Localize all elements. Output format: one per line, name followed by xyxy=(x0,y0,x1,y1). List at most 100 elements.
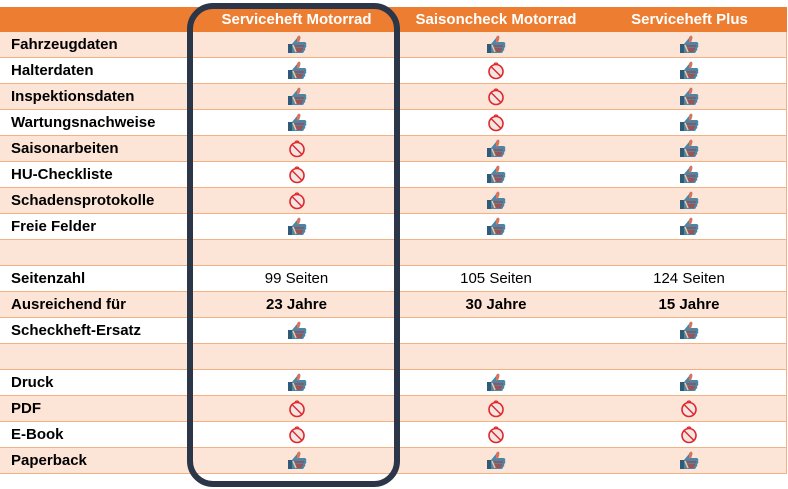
cell-value: 99 Seiten xyxy=(264,270,329,287)
no-icon xyxy=(681,399,697,417)
table-row: E-Book xyxy=(0,422,787,448)
thumbs-up-icon xyxy=(487,217,506,235)
thumbs-up-icon xyxy=(680,139,699,157)
thumbs-up-icon xyxy=(680,61,699,79)
no-icon xyxy=(288,399,305,417)
cell-serviceheft-plus xyxy=(592,240,787,265)
table-row xyxy=(0,240,787,266)
no-icon xyxy=(288,425,305,443)
row-label: Inspektionsdaten xyxy=(11,88,135,105)
thumbs-up-icon xyxy=(287,217,306,235)
cell-value: 30 Jahre xyxy=(465,296,527,313)
cell-serviceheft-plus: 15 Jahre xyxy=(592,292,787,317)
row-label: E-Book xyxy=(11,426,64,443)
cell-serviceheft-motorrad xyxy=(193,162,400,187)
no-icon xyxy=(681,425,697,443)
table-row xyxy=(0,344,787,370)
cell-saisoncheck-motorrad xyxy=(400,344,592,369)
thumbs-up-icon xyxy=(287,113,306,131)
header-cell-serviceheft-plus: Serviceheft Plus xyxy=(631,11,748,28)
cell-saisoncheck-motorrad: 105 Seiten xyxy=(400,266,592,291)
cell-saisoncheck-motorrad xyxy=(400,136,592,161)
row-label: Freie Felder xyxy=(11,218,97,235)
cell-value: 23 Jahre xyxy=(266,296,327,313)
row-label xyxy=(0,344,193,369)
table-row: Wartungsnachweise xyxy=(0,110,787,136)
cell-serviceheft-motorrad xyxy=(193,448,400,473)
cell-serviceheft-motorrad xyxy=(193,214,400,239)
thumbs-up-icon xyxy=(680,113,699,131)
thumbs-up-icon xyxy=(487,35,506,53)
table-row: Freie Felder xyxy=(0,214,787,240)
cell-saisoncheck-motorrad xyxy=(400,162,592,187)
cell-serviceheft-motorrad xyxy=(193,188,400,213)
table-row: Seitenzahl 99 Seiten 105 Seiten 124 Seiten xyxy=(0,266,787,292)
cell-saisoncheck-motorrad xyxy=(400,370,592,395)
table-row: Saisonarbeiten xyxy=(0,136,787,162)
row-label: Paperback xyxy=(11,452,87,469)
thumbs-up-icon xyxy=(487,451,506,469)
cell-serviceheft-plus xyxy=(592,162,787,187)
cell-serviceheft-motorrad xyxy=(193,84,400,109)
cell-value: 124 Seiten xyxy=(653,270,725,287)
cell-serviceheft-motorrad xyxy=(193,396,400,421)
comparison-table: Serviceheft Motorrad Saisoncheck Motorra… xyxy=(0,7,787,474)
cell-serviceheft-motorrad: 99 Seiten xyxy=(193,266,400,291)
cell-serviceheft-motorrad xyxy=(193,136,400,161)
no-icon xyxy=(288,191,305,209)
no-icon xyxy=(488,87,504,105)
row-label: Ausreichend für xyxy=(11,296,127,313)
thumbs-up-icon xyxy=(287,451,306,469)
thumbs-up-icon xyxy=(287,35,306,53)
thumbs-up-icon xyxy=(287,321,306,339)
cell-serviceheft-plus xyxy=(592,448,787,473)
cell-serviceheft-plus xyxy=(592,84,787,109)
cell-saisoncheck-motorrad xyxy=(400,32,592,57)
cell-saisoncheck-motorrad xyxy=(400,422,592,447)
thumbs-up-icon xyxy=(487,191,506,209)
cell-saisoncheck-motorrad xyxy=(400,188,592,213)
thumbs-up-icon xyxy=(680,35,699,53)
no-icon xyxy=(488,425,504,443)
no-icon xyxy=(488,399,504,417)
row-label: PDF xyxy=(11,400,41,417)
cell-serviceheft-plus xyxy=(592,58,787,83)
header-cell-feature xyxy=(0,7,193,32)
cell-saisoncheck-motorrad xyxy=(400,396,592,421)
row-label: Scheckheft-Ersatz xyxy=(11,322,142,339)
no-icon xyxy=(288,139,305,157)
thumbs-up-icon xyxy=(680,451,699,469)
row-label: Saisonarbeiten xyxy=(11,140,119,157)
row-label: Fahrzeugdaten xyxy=(11,36,118,53)
cell-value: 105 Seiten xyxy=(460,270,532,287)
thumbs-up-icon xyxy=(287,61,306,79)
thumbs-up-icon xyxy=(680,321,699,339)
cell-serviceheft-plus xyxy=(592,396,787,421)
cell-serviceheft-motorrad xyxy=(193,344,400,369)
cell-serviceheft-plus xyxy=(592,318,787,343)
cell-saisoncheck-motorrad xyxy=(400,318,592,343)
cell-serviceheft-motorrad xyxy=(193,240,400,265)
row-label: Wartungsnachweise xyxy=(11,114,156,131)
no-icon xyxy=(488,61,504,79)
cell-serviceheft-plus xyxy=(592,370,787,395)
no-icon xyxy=(288,165,305,183)
table-row: Ausreichend für 23 Jahre 30 Jahre 15 Jahre xyxy=(0,292,787,318)
table-row: Paperback xyxy=(0,448,787,474)
cell-serviceheft-motorrad: 23 Jahre xyxy=(193,292,400,317)
row-label: Schadensprotokolle xyxy=(11,192,155,209)
cell-serviceheft-motorrad xyxy=(193,58,400,83)
row-label: Druck xyxy=(11,374,54,391)
row-label: HU-Checkliste xyxy=(11,166,113,183)
thumbs-up-icon xyxy=(287,373,306,391)
cell-serviceheft-plus xyxy=(592,188,787,213)
table-row: Schadensprotokolle xyxy=(0,188,787,214)
thumbs-up-icon xyxy=(487,373,506,391)
thumbs-up-icon xyxy=(487,165,506,183)
thumbs-up-icon xyxy=(680,191,699,209)
table-row: Inspektionsdaten xyxy=(0,84,787,110)
thumbs-up-icon xyxy=(287,87,306,105)
table-row: PDF xyxy=(0,396,787,422)
cell-serviceheft-motorrad xyxy=(193,110,400,135)
header-cell-serviceheft-motorrad: Serviceheft Motorrad xyxy=(221,11,372,28)
